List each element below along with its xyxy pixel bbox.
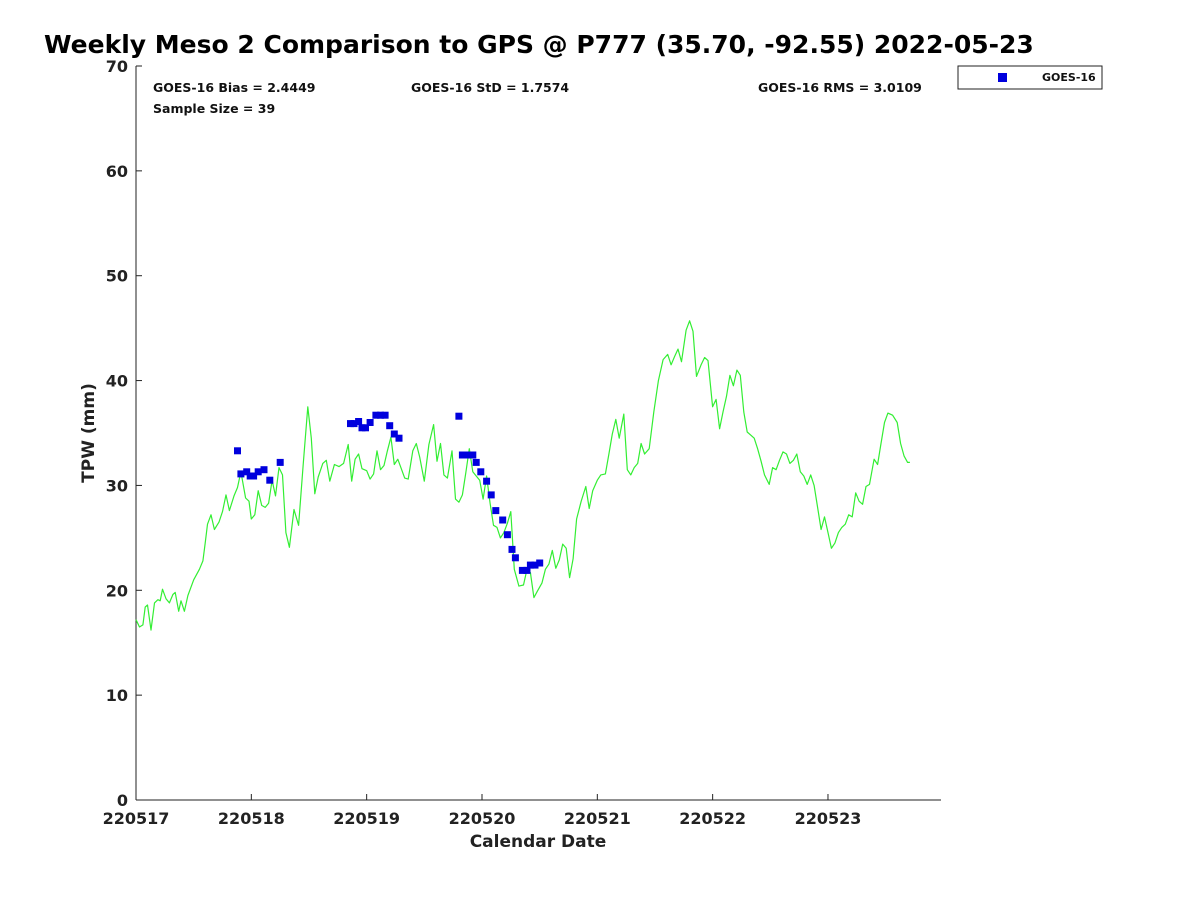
goes16-point	[469, 451, 477, 459]
y-tick-label: 30	[106, 476, 128, 495]
axes	[135, 66, 941, 801]
goes16-point	[243, 468, 251, 476]
x-tick-label: 220517	[103, 809, 170, 828]
goes16-point	[355, 418, 363, 425]
gps-series-line	[135, 320, 910, 631]
legend-label-goes16: GOES-16	[1042, 71, 1096, 84]
goes16-point	[381, 411, 389, 419]
x-ticks: 220517 220518 220519 220520 220521 220522 2205…	[103, 794, 862, 828]
x-tick-label: 220518	[218, 809, 285, 828]
y-tick-label: 40	[106, 372, 128, 391]
goes16-point	[518, 566, 526, 574]
x-tick-label: 220520	[449, 809, 516, 828]
goes16-point	[487, 491, 495, 499]
goes16-point	[372, 411, 380, 419]
goes16-point	[254, 468, 262, 476]
goes16-point	[463, 451, 471, 459]
y-tick-label: 20	[106, 581, 128, 600]
goes16-point	[531, 561, 539, 569]
goes16-point	[237, 470, 245, 478]
x-tick-label: 220521	[564, 809, 631, 828]
y-tick-label: 70	[106, 57, 128, 76]
goes16-point	[458, 451, 466, 459]
goes16-point	[523, 566, 531, 574]
goes16-point	[499, 516, 507, 524]
stat-sample-size: Sample Size = 39	[153, 101, 275, 116]
legend-marker-goes16	[998, 73, 1007, 82]
goes16-point	[386, 422, 394, 430]
y-tick-label: 10	[106, 686, 128, 705]
y-axis-label: TPW (mm)	[79, 383, 99, 483]
stat-rms: GOES-16 RMS = 3.0109	[758, 80, 922, 95]
goes16-point	[260, 466, 268, 474]
x-axis-label: Calendar Date	[470, 832, 607, 852]
goes16-point	[377, 411, 384, 419]
goes16-point	[492, 507, 500, 515]
y-tick-label: 50	[106, 267, 128, 286]
goes16-point	[250, 472, 258, 480]
y-tick-label: 60	[106, 162, 128, 181]
goes16-point	[472, 458, 480, 466]
y-ticks: 0 10 20 30 40 50 60 70	[106, 57, 142, 810]
goes16-point	[511, 554, 519, 562]
chart-title: Weekly Meso 2 Comparison to GPS @ P777 (…	[44, 30, 1034, 59]
goes16-point	[536, 559, 544, 567]
goes16-point	[266, 476, 274, 484]
stat-bias: GOES-16 Bias = 2.4449	[153, 80, 315, 95]
goes16-point	[395, 434, 403, 442]
goes16-point	[390, 430, 398, 438]
y-tick-label: 0	[117, 791, 128, 810]
goes16-point	[526, 561, 534, 569]
x-tick-label: 220519	[333, 809, 400, 828]
goes16-point	[483, 477, 491, 485]
goes16-point	[508, 545, 516, 553]
x-tick-label: 220522	[679, 809, 746, 828]
goes16-point	[350, 420, 358, 428]
goes16-point	[234, 447, 241, 455]
series-layer	[135, 320, 910, 631]
goes16-point	[455, 412, 463, 420]
goes16-point	[366, 419, 374, 426]
goes16-point	[477, 468, 485, 476]
goes16-point	[276, 458, 284, 466]
x-tick-label: 220523	[795, 809, 862, 828]
legend-box	[957, 65, 1103, 90]
stat-std: GOES-16 StD = 1.7574	[411, 80, 569, 95]
goes16-point	[503, 531, 511, 539]
goes16-point	[362, 424, 369, 432]
legend: GOES-16	[957, 65, 1103, 90]
